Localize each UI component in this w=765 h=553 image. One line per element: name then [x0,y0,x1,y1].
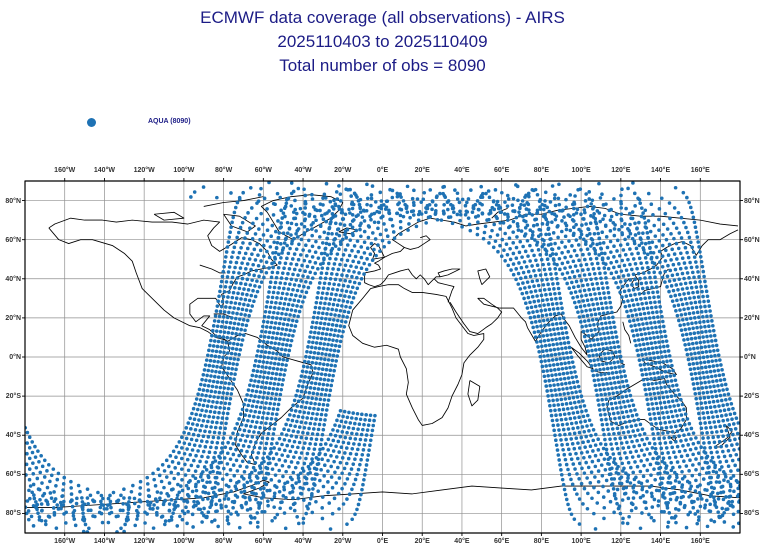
tick-label-lon-top: 20°E [414,167,430,174]
tick-label-lon-bottom: 120°E [611,538,631,545]
tick-label-lat-right: 40°N [744,275,760,283]
tick-label-lat-left: 20°S [5,393,21,401]
tick-label-lat-left: 20°N [5,314,21,322]
tick-label-lat-left: 80°S [5,510,21,518]
tick-label-lat-right: 80°N [744,197,760,205]
tick-label-lon-bottom: 140°W [93,538,115,545]
coverage-map-canvas [22,178,743,536]
tick-label-lon-top: 80°W [215,167,233,174]
legend-label-aqua: AQUA (8090) [148,118,191,125]
tick-label-lon-bottom: 80°W [215,538,233,545]
tick-label-lon-bottom: 60°E [494,538,510,545]
tick-label-lat-right: 60°N [744,236,760,244]
tick-label-lon-top: 140°W [93,167,115,174]
title-block: ECMWF data coverage (all observations) -… [0,6,765,78]
tick-label-lon-top: 100°W [173,167,195,174]
tick-label-lon-top: 100°E [571,167,591,174]
tick-label-lat-right: 80°S [744,510,760,518]
tick-label-lat-left: 40°N [5,275,21,283]
tick-label-lon-bottom: 20°E [414,538,430,545]
tick-label-lon-top: 60°E [494,167,510,174]
tick-label-lon-top: 20°W [334,167,352,174]
tick-label-lat-right: 60°S [744,471,760,479]
tick-label-lat-right: 40°S [744,432,760,440]
tick-label-lat-right: 0°N [744,354,756,361]
tick-label-lon-top: 60°W [254,167,272,174]
tick-label-lon-bottom: 40°W [294,538,312,545]
tick-label-lon-bottom: 140°E [650,538,671,545]
tick-label-lon-top: 80°E [533,167,550,174]
tick-label-lon-top: 120°E [611,167,631,174]
tick-label-lat-left: 40°S [5,432,21,440]
tick-label-lon-bottom: 60°W [254,538,272,545]
tick-label-lon-top: 40°W [294,167,312,174]
tick-label-lon-top: 40°E [454,167,470,174]
tick-label-lat-left: 60°S [5,471,21,479]
page-title: ECMWF data coverage (all observations) -… [200,8,565,27]
page-subtitle-dates: 2025110403 to 2025110409 [277,32,488,51]
tick-label-lat-left: 0°N [9,354,21,361]
tick-label-lon-top: 160°E [690,167,710,174]
tick-label-lon-top: 120°W [133,167,155,174]
tick-label-lon-bottom: 0°E [376,538,389,545]
legend-dot-icon [87,118,96,127]
total-obs-text: Total number of obs = 8090 [279,56,486,75]
tick-label-lon-top: 160°W [54,167,76,174]
map-area [22,178,743,536]
tick-label-lon-top: 140°E [650,167,671,174]
tick-label-lon-bottom: 100°E [571,538,591,545]
tick-label-lon-bottom: 160°W [54,538,76,545]
tick-label-lat-right: 20°N [744,314,760,322]
tick-label-lon-bottom: 120°W [133,538,155,545]
tick-label-lon-bottom: 80°E [533,538,550,545]
tick-label-lat-right: 20°S [744,393,760,401]
tick-label-lat-left: 60°N [5,236,21,244]
tick-label-lon-bottom: 20°W [334,538,352,545]
tick-label-lon-top: 0°E [376,167,389,174]
tick-label-lon-bottom: 40°E [454,538,470,545]
tick-label-lon-bottom: 160°E [690,538,710,545]
tick-label-lat-left: 80°N [5,197,21,205]
tick-label-lon-bottom: 100°W [173,538,195,545]
